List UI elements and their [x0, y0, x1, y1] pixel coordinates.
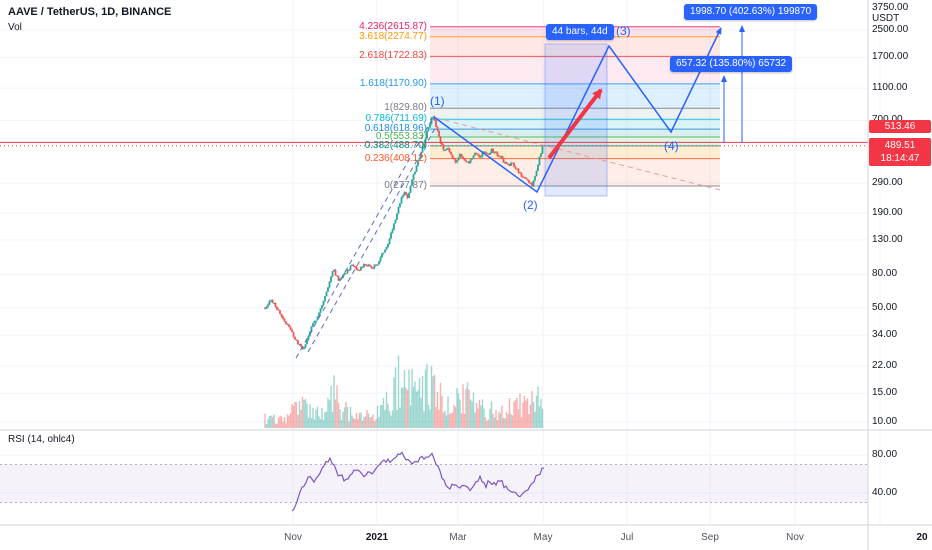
alert-price-badge[interactable]: 513.46	[869, 120, 931, 133]
price-range-badge-top[interactable]: 1998.70 (402.63%) 199870	[684, 4, 818, 20]
price-axis-tick: 22.00	[872, 360, 898, 372]
candlestick-series	[264, 115, 544, 350]
fib-level-label[interactable]: 0(277.87)	[384, 179, 427, 191]
fib-level-label[interactable]: 1.618(1170.90)	[359, 77, 427, 89]
elliott-wave-label[interactable]: (2)	[523, 198, 538, 212]
bars-count-badge[interactable]: 44 bars, 44d	[546, 24, 614, 40]
rsi-indicator-label[interactable]: RSI (14, ohlc4)	[8, 434, 75, 445]
time-axis-label: 2021	[365, 532, 389, 543]
price-axis-tick: 15.00	[872, 387, 898, 399]
volume-series	[264, 355, 544, 428]
rsi-axis-tick: 40.00	[872, 487, 898, 498]
fib-level-label[interactable]: 0.618(618.96)	[364, 123, 427, 135]
grid-lines	[0, 0, 881, 525]
time-axis-label: Mar	[449, 532, 467, 543]
elliott-wave-label[interactable]: (3)	[616, 24, 631, 38]
price-axis-tick: 50.00	[872, 301, 898, 313]
time-axis-label: 20	[916, 532, 928, 543]
elliott-wave-label[interactable]: (4)	[664, 139, 679, 153]
price-axis-tick: 130.00	[872, 233, 903, 245]
current-price-value: 489.51	[884, 140, 916, 151]
price-axis-tick: 34.00	[872, 329, 898, 341]
trend-and-projection-drawings[interactable]	[0, 25, 868, 359]
fib-level-label[interactable]: 1(829.80)	[384, 102, 427, 114]
time-axis-label: Sep	[701, 532, 719, 543]
time-axis-label: Nov	[284, 532, 302, 543]
current-price-badge[interactable]: 489.51 18:14:47	[869, 138, 931, 166]
price-axis-tick: 1100.00	[872, 82, 908, 94]
bar-countdown: 18:14:47	[880, 153, 920, 164]
price-axis-tick: 190.00	[872, 206, 903, 218]
time-axis-label: Nov	[786, 532, 804, 543]
elliott-wave-label[interactable]: (1)	[430, 94, 445, 108]
fib-level-label[interactable]: 0.382(488.70)	[364, 139, 427, 151]
rsi-indicator-pane	[0, 451, 868, 512]
price-axis-tick: 700.00	[872, 114, 903, 126]
time-axis-label: Jul	[620, 532, 634, 543]
rsi-axis-tick: 80.00	[872, 449, 898, 460]
fib-level-label[interactable]: 0.5(553.83)	[375, 131, 427, 142]
fib-level-label[interactable]: 0.236(408.12)	[364, 152, 427, 164]
price-axis-tick: 290.00	[872, 176, 903, 188]
fib-level-label[interactable]: 4.236(2615.87)	[359, 20, 427, 32]
volume-indicator-label[interactable]: Vol	[8, 22, 22, 33]
fib-level-label[interactable]: 3.618(2274.77)	[359, 30, 427, 42]
price-axis-tick: 1700.00	[872, 51, 909, 63]
price-axis-tick: 2500.00	[872, 23, 909, 35]
axis-currency: USDT	[872, 13, 900, 24]
fib-level-label[interactable]: 0.786(711.69)	[365, 113, 427, 125]
price-axis-tick: 80.00	[872, 268, 898, 280]
symbol-title[interactable]: AAVE / TetherUS, 1D, BINANCE	[8, 6, 172, 18]
price-axis-tick: 10.00	[872, 416, 898, 428]
time-axis-label: May	[533, 532, 553, 543]
axis-max-price: 3750.00	[872, 2, 909, 13]
fib-level-label[interactable]: 2.618(1722.83)	[359, 50, 427, 62]
price-range-badge-mid[interactable]: 657.32 (135.80%) 65732	[670, 56, 793, 72]
